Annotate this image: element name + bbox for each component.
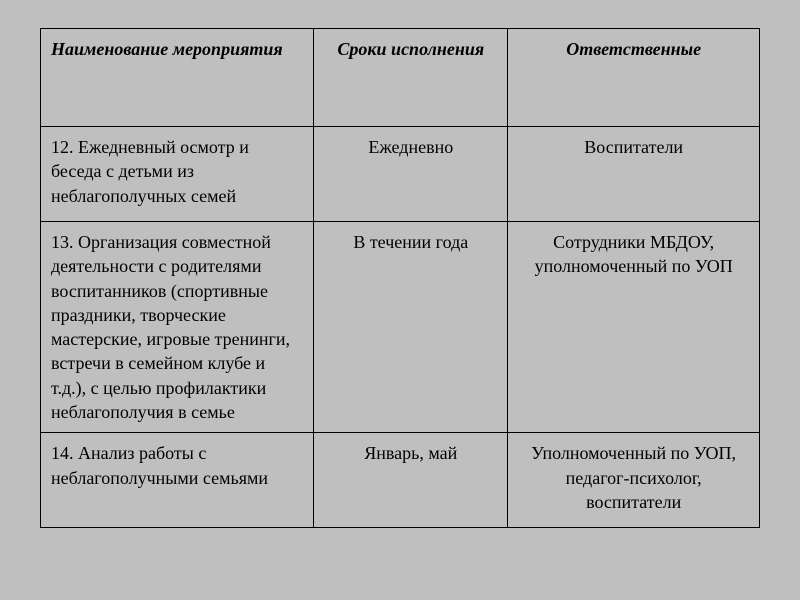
cell-srok: Ежедневно (314, 127, 508, 222)
table-row: 14. Анализ работы с неблагополучными сем… (41, 433, 760, 528)
header-row: Наименование мероприятия Сроки исполнени… (41, 29, 760, 127)
cell-srok: В течении года (314, 222, 508, 433)
table-row: 13. Организация совместной деятельности … (41, 222, 760, 433)
cell-srok: Январь, май (314, 433, 508, 528)
cell-name: 13. Организация совместной деятельности … (41, 222, 314, 433)
events-table: Наименование мероприятия Сроки исполнени… (40, 28, 760, 528)
cell-otv: Сотрудники МБДОУ, уполномоченный по УОП (508, 222, 760, 433)
cell-otv: Уполномоченный по УОП, педагог-психолог,… (508, 433, 760, 528)
header-otv: Ответственные (508, 29, 760, 127)
header-name: Наименование мероприятия (41, 29, 314, 127)
cell-name: 12. Ежедневный осмотр и беседа с детьми … (41, 127, 314, 222)
cell-otv: Воспитатели (508, 127, 760, 222)
header-srok: Сроки исполнения (314, 29, 508, 127)
table-row: 12. Ежедневный осмотр и беседа с детьми … (41, 127, 760, 222)
cell-name: 14. Анализ работы с неблагополучными сем… (41, 433, 314, 528)
